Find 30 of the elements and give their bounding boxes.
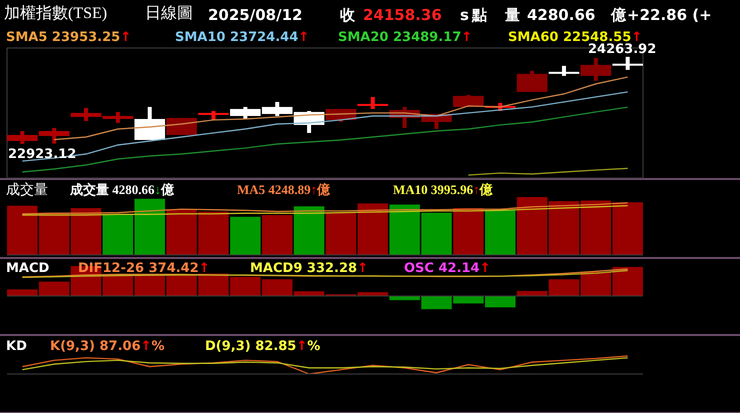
text: 收 xyxy=(340,6,356,24)
candlestick xyxy=(548,66,580,76)
text: s xyxy=(460,6,469,24)
text: +22.86 (+ xyxy=(627,6,712,24)
text: SMA20 23489.17↑ xyxy=(338,30,472,45)
text: 2025/08/12 xyxy=(208,6,302,24)
text: 點 xyxy=(471,6,487,24)
text: SMA10 23724.44↑ xyxy=(175,30,310,45)
text: 億 xyxy=(610,6,627,24)
text: 24158.36 xyxy=(363,6,442,24)
chart-subtitle: 日線圖 xyxy=(145,5,193,22)
annotation: MA5 4248.89↑億 xyxy=(237,182,332,197)
text: 量 xyxy=(504,6,520,24)
annotation: MA10 3995.96↑億 xyxy=(393,182,494,197)
annotation: OSC 42.14↑ xyxy=(404,261,491,276)
chart-title: 加權指數(TSE) xyxy=(4,4,108,22)
annotation: 24263.92 xyxy=(588,42,656,57)
text: K(9,3) 87.06↑% xyxy=(50,339,165,354)
chart-title: MACD xyxy=(6,261,50,276)
candlestick xyxy=(612,56,643,70)
annotation: MACD9 332.28↑ xyxy=(250,261,368,276)
annotation: DIF12-26 374.42↑ xyxy=(78,261,210,276)
text: SMA5 23953.25↑ xyxy=(6,30,132,45)
candlestick xyxy=(358,96,388,109)
text: 4280.66 xyxy=(527,6,596,24)
annotation: 成交量 4280.66↓億 xyxy=(69,182,175,197)
text: D(9,3) 82.85↑% xyxy=(205,339,320,354)
annotation: 22923.12 xyxy=(8,147,76,162)
chart-title: 成交量 xyxy=(6,182,48,198)
chart-title: KD xyxy=(6,339,28,354)
